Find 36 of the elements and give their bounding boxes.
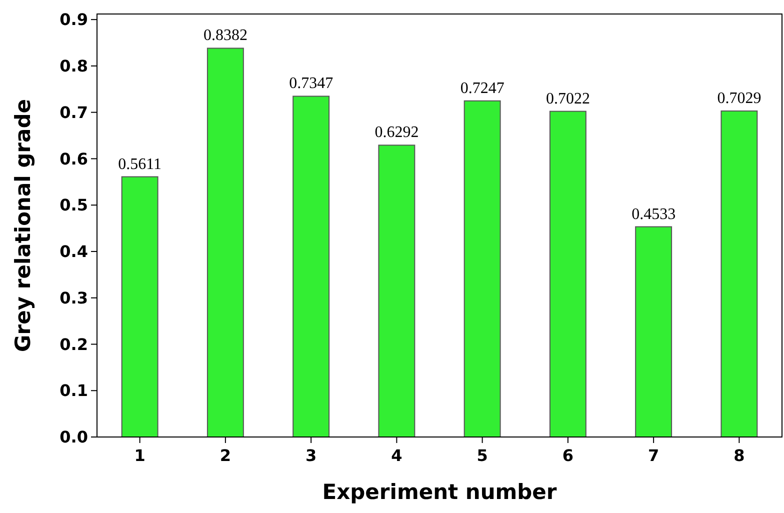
bar bbox=[206, 48, 244, 438]
y-axis-title: Grey relational grade bbox=[11, 99, 35, 352]
x-tick-label: 2 bbox=[220, 446, 232, 465]
x-tick-label: 1 bbox=[134, 446, 146, 465]
y-tick-label: 0.2 bbox=[60, 334, 88, 354]
x-tick-label: 6 bbox=[562, 446, 574, 465]
data-label: 0.7029 bbox=[717, 90, 762, 107]
data-label: 0.7347 bbox=[289, 75, 334, 92]
bar bbox=[121, 176, 158, 438]
y-tick-label: 0.7 bbox=[60, 102, 88, 122]
bar bbox=[464, 100, 501, 438]
y-tick-label: 0.6 bbox=[60, 149, 88, 168]
x-axis-title: Experiment number bbox=[322, 480, 558, 504]
x-tick-label: 8 bbox=[734, 446, 745, 465]
y-tick-label: 0.1 bbox=[60, 381, 88, 400]
data-label: 0.4533 bbox=[632, 206, 676, 223]
bar bbox=[720, 110, 758, 438]
y-tick-label: 0.9 bbox=[60, 10, 88, 30]
data-label: 0.8382 bbox=[203, 27, 248, 44]
bar bbox=[549, 110, 586, 438]
data-label: 0.7247 bbox=[460, 80, 504, 97]
data-label: 0.6292 bbox=[374, 124, 419, 142]
y-tick-label: 0.3 bbox=[60, 288, 88, 308]
bar bbox=[635, 226, 672, 438]
x-tick-label: 4 bbox=[391, 446, 402, 465]
x-tick-label: 5 bbox=[476, 446, 488, 465]
bar bbox=[378, 144, 416, 438]
y-tick-label: 0.8 bbox=[60, 56, 88, 76]
x-tick-label: 7 bbox=[648, 446, 660, 465]
data-label: 0.7022 bbox=[546, 90, 590, 108]
y-tick-label: 0.4 bbox=[60, 242, 88, 262]
data-label: 0.5611 bbox=[118, 156, 162, 173]
y-tick-label: 0.0 bbox=[60, 428, 88, 447]
x-tick-label: 3 bbox=[305, 446, 317, 465]
y-tick-label: 0.5 bbox=[60, 196, 88, 215]
bar bbox=[292, 96, 330, 438]
